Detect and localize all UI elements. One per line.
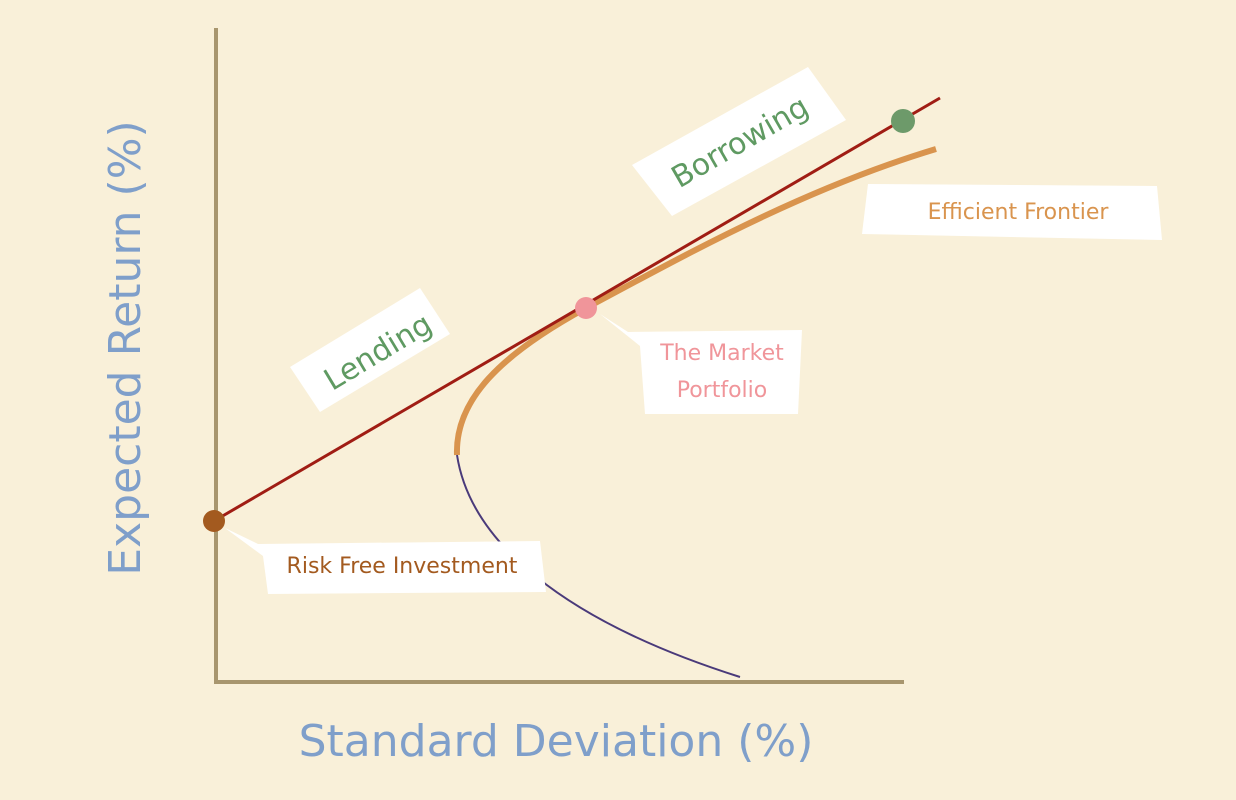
market-portfolio-point — [575, 297, 597, 319]
market-portfolio-label-line1: The Market — [659, 341, 784, 366]
risk-free-label-box — [225, 528, 546, 594]
lending-label-box — [290, 288, 450, 412]
market-portfolio-label-box — [600, 314, 802, 414]
risk-free-label: Risk Free Investment — [287, 554, 518, 579]
y-axis-label: Expected Return (%) — [100, 120, 151, 575]
efficient-frontier-label: Efficient Frontier — [928, 200, 1110, 225]
efficient-frontier-curve — [453, 146, 937, 456]
borrowing-label-box — [632, 67, 846, 216]
market-portfolio-label-line2: Portfolio — [677, 378, 768, 403]
risk-free-point — [203, 510, 225, 532]
efficient-frontier-label-box — [862, 184, 1162, 240]
x-axis-label: Standard Deviation (%) — [299, 716, 814, 767]
borrowing-point — [891, 109, 915, 133]
